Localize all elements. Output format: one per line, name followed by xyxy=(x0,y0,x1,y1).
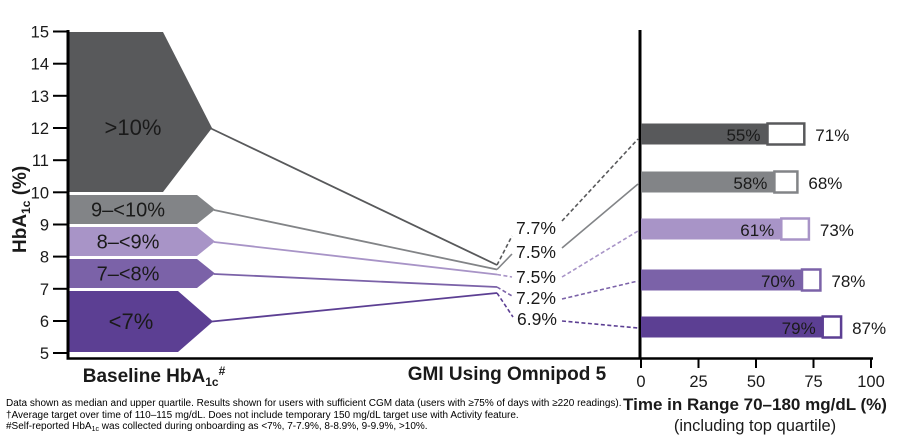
baseline-band-label: 7–<8% xyxy=(97,264,160,286)
bar-median xyxy=(641,316,823,338)
flow-line-to-bar xyxy=(561,138,639,222)
baseline-band-gt10 xyxy=(69,32,212,192)
gmi-value: 6.9% xyxy=(517,309,557,329)
baseline-band-9-10 xyxy=(69,195,215,224)
baseline-band-lt7 xyxy=(69,291,213,352)
bar-quartile-box xyxy=(800,268,822,292)
flow-line-solid xyxy=(213,241,498,276)
y-tick-label: 8 xyxy=(40,249,49,267)
baseline-band-label: 8–<9% xyxy=(97,232,160,254)
x-tick-label: 0 xyxy=(636,373,645,391)
footnote-line-1: Data shown as median and upper quartile.… xyxy=(6,398,622,409)
flow-line-solid xyxy=(210,127,498,266)
tir-axis-title: Time in Range 70–180 mg/dL (%) xyxy=(623,395,887,414)
y-tick-label: 10 xyxy=(31,184,49,202)
x-tick-label: 50 xyxy=(747,373,765,391)
bar-upper-label: 71% xyxy=(815,126,849,145)
x-tick-label: 100 xyxy=(857,373,885,391)
footnote-line-2: †Average target over time of 110–115 mg/… xyxy=(6,409,519,421)
bar-median xyxy=(641,269,802,291)
footnote-subscript: 1c xyxy=(91,426,100,433)
y-tick-label: 12 xyxy=(31,120,49,138)
bar-quartile-box xyxy=(780,217,811,241)
flow-lines xyxy=(210,127,639,329)
flow-line-to-bar xyxy=(561,230,639,278)
y-axis-title: HbA1c (%) xyxy=(10,166,33,253)
x-tick-label: 75 xyxy=(804,373,822,391)
tir-bar-chart: 55% 71% 58% 68% 61% 73% 70% 78% 79% 87% … xyxy=(623,30,887,435)
footnote-line-3: #Self-reported HbA1c was collected durin… xyxy=(6,421,428,433)
gmi-axis-title: GMI Using Omnipod 5 xyxy=(408,364,607,385)
flow-line-solid xyxy=(211,292,498,323)
y-tick-label: 13 xyxy=(31,88,49,106)
bar-median xyxy=(641,171,775,193)
y-tick-label: 15 xyxy=(31,24,49,42)
flow-connector xyxy=(496,292,514,318)
bar-median-label: 61% xyxy=(740,221,774,240)
flow-connector xyxy=(496,273,513,278)
bar-upper-label: 68% xyxy=(808,174,842,193)
y-tick-label: 9 xyxy=(40,217,49,235)
baseline-band-label: 9–<10% xyxy=(91,200,165,222)
bar-median-label: 79% xyxy=(782,319,816,338)
bar-median-label: 70% xyxy=(761,272,795,291)
gmi-value: 7.5% xyxy=(516,267,556,287)
flow-line-to-bar xyxy=(561,320,639,329)
hba1c-axis: 15 14 13 12 11 10 9 8 7 6 5 HbA1c (%) Ba… xyxy=(10,24,873,389)
y-tick-label: 6 xyxy=(40,313,49,331)
footnotes: Data shown as median and upper quartile.… xyxy=(6,398,686,436)
y-tick-label: 7 xyxy=(40,281,49,299)
y-tick-label: 14 xyxy=(31,56,49,74)
baseline-axis-title: Baseline HbA1c# xyxy=(83,364,226,389)
baseline-band-label: >10% xyxy=(105,115,162,140)
flow-connector xyxy=(496,253,513,271)
bar-upper-label: 78% xyxy=(831,272,865,291)
baseline-band-8-9 xyxy=(69,227,215,256)
flow-connector xyxy=(496,235,513,266)
x-tick-label: 25 xyxy=(689,373,707,391)
baseline-band-label: <7% xyxy=(109,309,154,334)
y-tick-label: 11 xyxy=(32,152,49,170)
baseline-flow-chart: >10% 9–<10% 8–<9% 7–<8% <7% xyxy=(69,32,215,352)
flow-line-solid xyxy=(213,273,498,288)
bar-quartile-box xyxy=(773,170,799,194)
baseline-band-7-8 xyxy=(69,259,215,288)
bar-median xyxy=(641,218,782,240)
y-tick-label: 5 xyxy=(40,345,49,363)
bar-median xyxy=(641,123,768,145)
bar-median-label: 58% xyxy=(733,174,767,193)
gmi-value-labels: 7.7% 7.5% 7.5% 7.2% 6.9% xyxy=(516,218,557,329)
flow-line-to-bar xyxy=(561,280,639,300)
bar-quartile-box xyxy=(821,315,843,339)
bar-upper-label: 73% xyxy=(820,221,854,240)
flow-line-to-bar xyxy=(561,183,639,249)
gmi-value: 7.5% xyxy=(516,242,556,262)
bar-median-label: 55% xyxy=(726,126,760,145)
bar-quartile-box xyxy=(766,122,806,146)
tir-axis-subtitle: (including top quartile) xyxy=(674,417,836,435)
flow-line-solid xyxy=(213,209,498,271)
bar-upper-label: 87% xyxy=(852,319,886,338)
gmi-value: 7.2% xyxy=(516,288,556,308)
gmi-value: 7.7% xyxy=(516,218,556,238)
flow-connector xyxy=(496,286,513,297)
